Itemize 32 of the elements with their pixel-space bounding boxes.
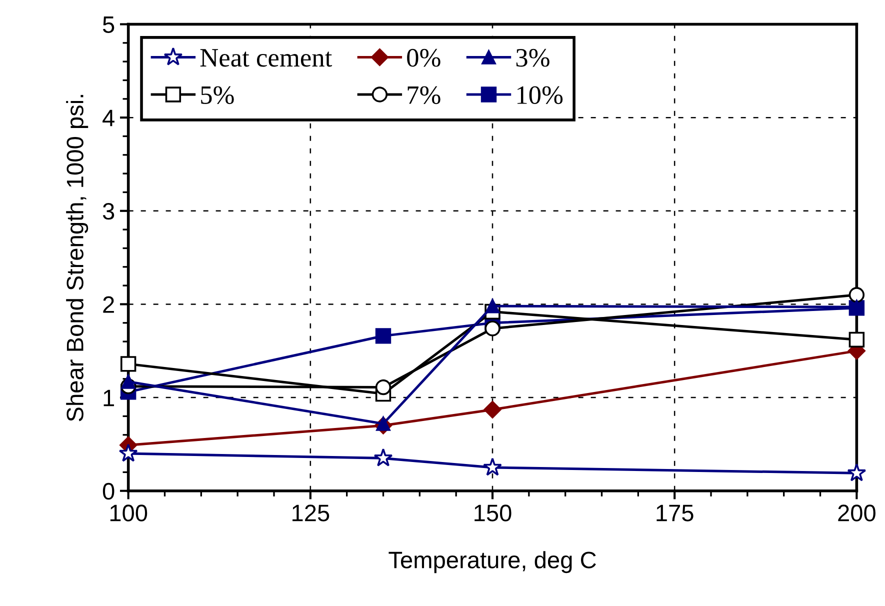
x-tick-label: 150 bbox=[474, 504, 512, 522]
point bbox=[847, 463, 866, 482]
y-tick-label: 5 bbox=[102, 16, 114, 34]
point bbox=[484, 320, 500, 336]
legend-label: 0% bbox=[407, 48, 440, 67]
y-tick-label: 3 bbox=[102, 202, 114, 220]
point bbox=[374, 448, 393, 466]
x-axis-title: Temperature, deg C bbox=[388, 551, 596, 574]
point bbox=[375, 379, 392, 396]
point bbox=[848, 332, 865, 348]
point bbox=[483, 458, 502, 476]
legend-label: Neat cement bbox=[200, 49, 332, 67]
y-tick-label: 2 bbox=[103, 296, 114, 313]
legend-label: 5% bbox=[201, 86, 234, 104]
point bbox=[375, 328, 392, 344]
point bbox=[118, 444, 138, 462]
x-tick-label: 100 bbox=[110, 504, 148, 522]
x-tick-label: 200 bbox=[838, 504, 876, 522]
x-tick-label: 125 bbox=[292, 504, 330, 522]
y-tick-label: 1 bbox=[104, 390, 114, 406]
point bbox=[848, 287, 865, 303]
x-tick-label: 175 bbox=[656, 504, 694, 522]
legend-label: 7% bbox=[408, 86, 440, 104]
y-axis-title: Shear Bond Strength, 1000 psi. bbox=[66, 94, 88, 422]
y-tick-label: 4 bbox=[102, 110, 114, 126]
point bbox=[484, 400, 502, 418]
point bbox=[120, 356, 136, 372]
y-tick-label: 0 bbox=[102, 482, 114, 500]
legend-label: 3% bbox=[516, 48, 550, 67]
point bbox=[121, 374, 136, 389]
legend-label: 10% bbox=[517, 86, 563, 104]
point bbox=[485, 298, 500, 314]
